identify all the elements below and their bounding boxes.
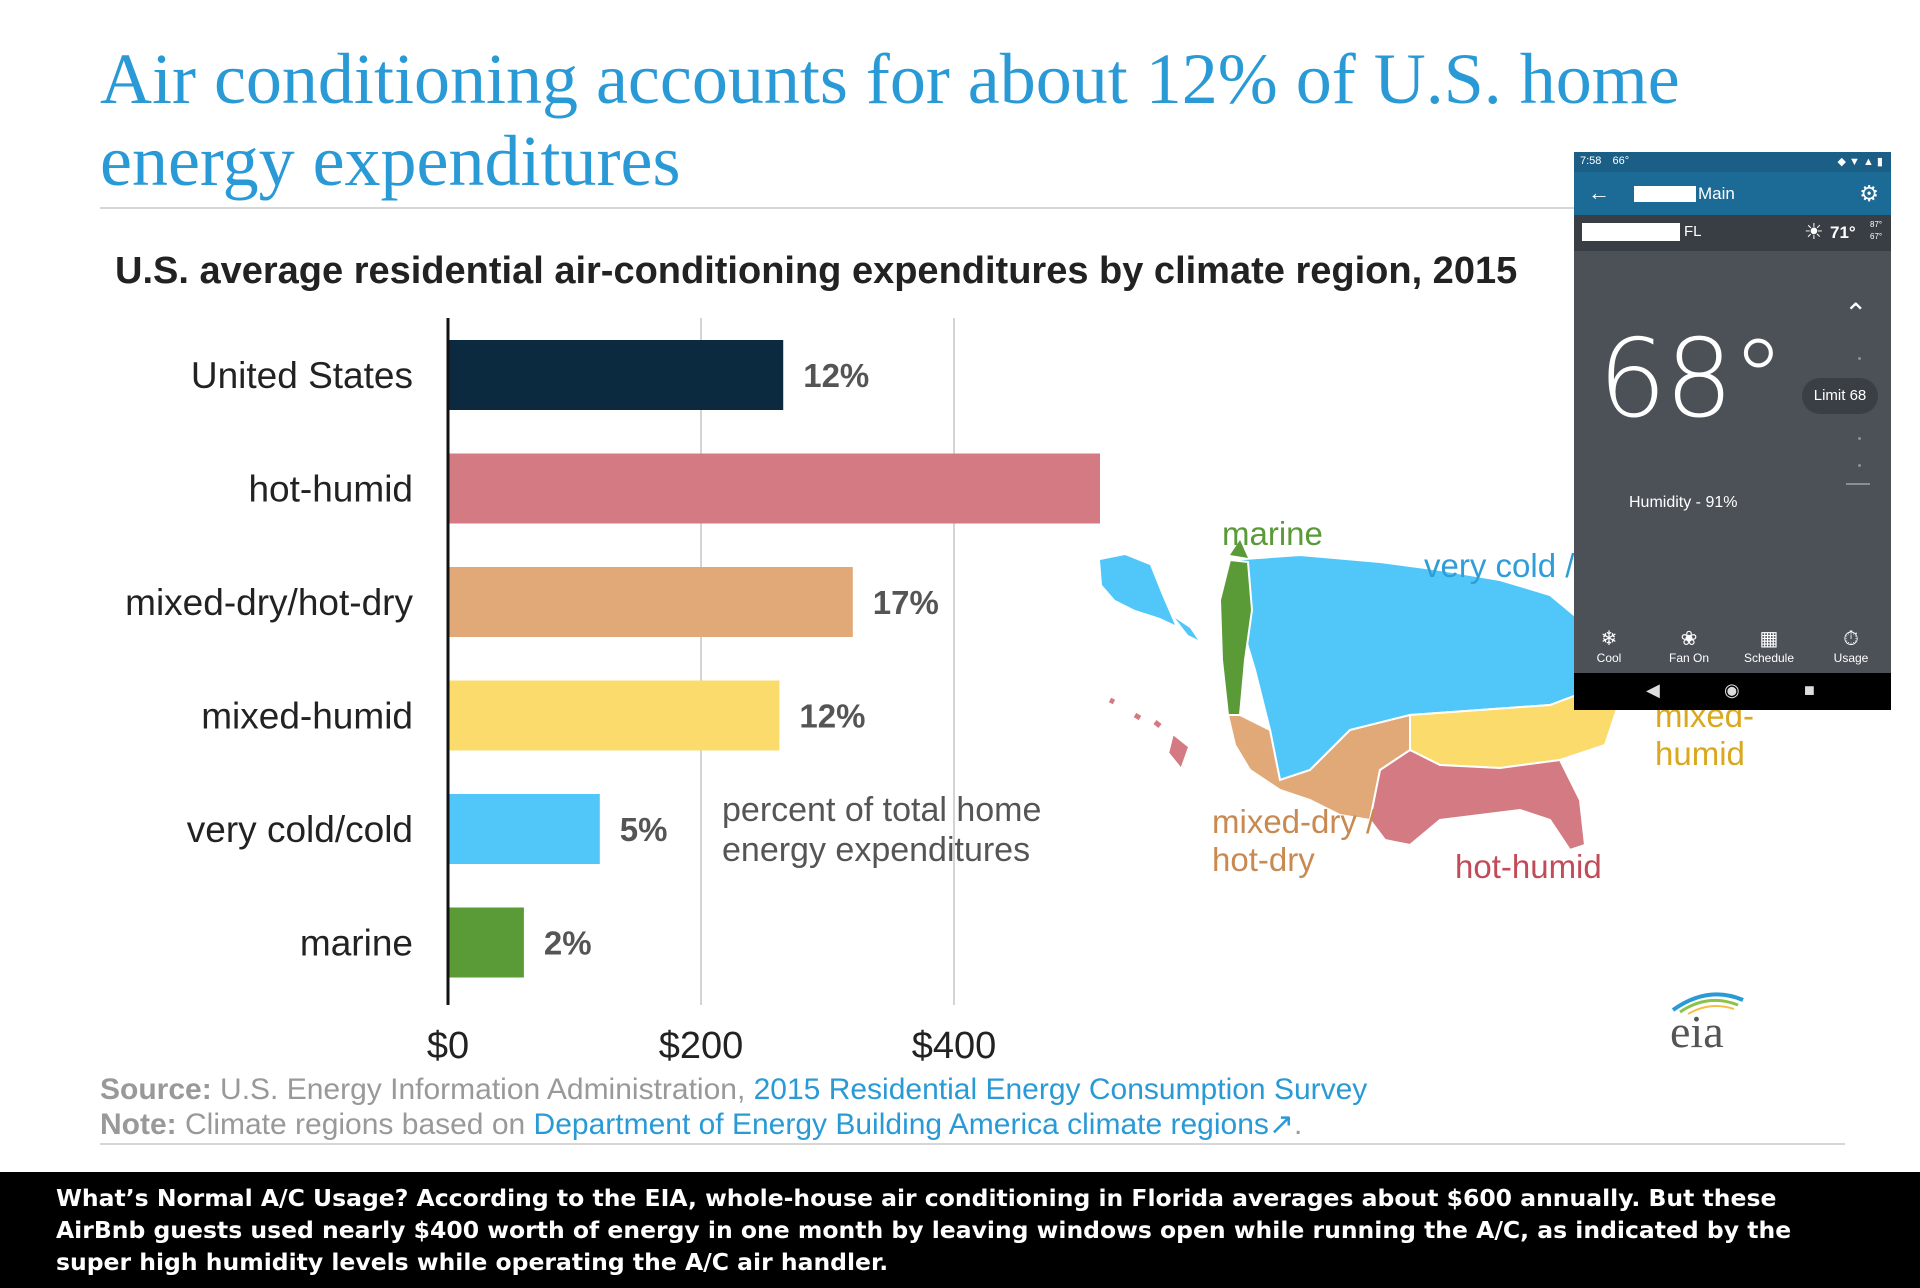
gear-icon[interactable]: ⚙ <box>1859 181 1879 206</box>
outdoor-hi: 87° <box>1870 220 1883 229</box>
climate-region-map <box>1100 540 1622 852</box>
system-recents-icon[interactable]: ■ <box>1804 680 1815 700</box>
x-tick-label: $400 <box>912 1025 997 1067</box>
system-nav-bar: ◀ ◉ ■ <box>1574 673 1891 710</box>
note-link[interactable]: Department of Energy Building America cl… <box>533 1108 1269 1141</box>
outdoor-hi-lo: 87° 67° <box>1870 219 1882 243</box>
nav-cool-label: Cool <box>1596 651 1622 665</box>
note-text: Climate regions based on <box>185 1108 526 1141</box>
divider-bottom <box>100 1143 1845 1145</box>
outdoor-temp: 71° <box>1830 223 1856 242</box>
nav-fan[interactable]: ❀ Fan On <box>1654 627 1724 665</box>
slider-tick <box>1858 464 1861 467</box>
bar-3 <box>448 567 853 637</box>
data-label: 17% <box>873 584 939 621</box>
caption: What’s Normal A/C Usage? According to th… <box>0 1172 1920 1288</box>
slider-marker <box>1846 483 1870 485</box>
status-icons: ◆ ▼ ▲ ▮ <box>1837 156 1883 168</box>
map-label-hot-humid: hot-humid <box>1455 848 1602 885</box>
location-bar: FL ☀ 71° 87° 67° <box>1574 215 1891 251</box>
redacted-name <box>1634 186 1696 202</box>
note-label: Note: <box>100 1108 177 1141</box>
category-label: mixed-humid <box>201 696 413 737</box>
category-label: very cold/cold <box>187 809 413 850</box>
bar-4 <box>448 680 780 751</box>
bottom-nav: ❄ Cool ❀ Fan On ▦ Schedule ⏱ Usage <box>1574 627 1891 673</box>
note-end: . <box>1294 1108 1303 1141</box>
thermostat-app-screenshot: 7:58 66° ◆ ▼ ▲ ▮ ← Main ⚙ FL ☀ 71° 87° 67… <box>1574 152 1891 710</box>
nav-usage[interactable]: ⏱ Usage <box>1816 627 1886 665</box>
bar-1 <box>448 340 784 410</box>
page-title: Air conditioning accounts for about 12% … <box>100 39 1680 201</box>
category-label: hot-humid <box>248 469 413 510</box>
chart-title: U.S. average residential air-conditionin… <box>115 250 1518 292</box>
nav-fan-label: Fan On <box>1668 651 1710 665</box>
nav-schedule[interactable]: ▦ Schedule <box>1734 627 1804 665</box>
timer-icon: ⏱ <box>1843 628 1859 650</box>
marine-marker <box>1230 540 1248 558</box>
chevron-up-icon[interactable]: ⌃ <box>1844 298 1868 329</box>
source-link[interactable]: 2015 Residential Energy Consumption Surv… <box>753 1073 1368 1106</box>
humidity-readout: Humidity - 91% <box>1629 494 1738 511</box>
category-label: United States <box>191 355 413 396</box>
bar-5 <box>448 794 600 864</box>
external-link-icon: ↗ <box>1268 1108 1295 1141</box>
map-label-very-cold: very cold / <box>1424 547 1575 584</box>
location-state: FL <box>1684 223 1702 240</box>
nav-cool[interactable]: ❄ Cool <box>1574 627 1644 665</box>
snowflake-icon: ❄ <box>1600 628 1618 650</box>
status-bar: 7:58 66° ◆ ▼ ▲ ▮ <box>1574 152 1891 172</box>
data-label: 12% <box>799 698 865 735</box>
limit-badge[interactable]: Limit 68 <box>1802 378 1878 414</box>
hawaii-shape <box>1108 697 1188 768</box>
status-temp: 66° <box>1612 155 1630 167</box>
source-note: Source: U.S. Energy Information Administ… <box>100 1072 1367 1142</box>
system-home-icon[interactable]: ◉ <box>1724 680 1740 700</box>
hot-humid-region <box>1368 748 1587 852</box>
status-time: 7:58 <box>1580 155 1602 167</box>
nav-schedule-label: Schedule <box>1743 651 1795 665</box>
redacted-city <box>1582 223 1680 241</box>
map-label-mixed-dry: mixed-dry / hot-dry <box>1212 803 1376 878</box>
calendar-icon: ▦ <box>1759 628 1779 650</box>
bar-2 <box>448 453 1100 524</box>
data-label: 2% <box>544 925 592 962</box>
x-tick-label: $200 <box>659 1025 744 1067</box>
sun-icon: ☀ <box>1804 219 1824 244</box>
category-label: marine <box>300 923 413 964</box>
divider <box>100 207 1580 209</box>
alaska-shape <box>1100 555 1175 625</box>
bar-6 <box>448 907 524 978</box>
bar-chart: United States12%hot-humid27%mixed-dry/ho… <box>125 318 1100 1067</box>
outdoor-lo: 67° <box>1870 232 1883 241</box>
slider-tick <box>1858 437 1861 440</box>
chart-annotation: percent of total home energy expenditure… <box>722 791 1042 869</box>
eia-logo-swoosh <box>1671 992 1744 1015</box>
map-label-marine: marine <box>1222 515 1323 552</box>
nav-usage-label: Usage <box>1833 651 1869 665</box>
app-bar: ← Main ⚙ <box>1574 172 1891 215</box>
data-label: 12% <box>803 357 869 394</box>
slider-tick <box>1858 357 1861 360</box>
marine-region <box>1218 558 1254 716</box>
fan-icon: ❀ <box>1680 628 1698 650</box>
x-tick-label: $0 <box>427 1025 469 1067</box>
thermostat-title: Main <box>1698 184 1735 203</box>
source-label: Source: <box>100 1073 212 1106</box>
setpoint-temp: 68° <box>1598 317 1785 442</box>
category-label: mixed-dry/hot-dry <box>125 582 413 623</box>
source-text: U.S. Energy Information Administration, <box>220 1073 746 1106</box>
alaska-tail <box>1175 618 1198 640</box>
back-arrow-icon[interactable]: ← <box>1588 180 1610 205</box>
eia-logo: eia <box>1670 1006 1724 1057</box>
data-label: 5% <box>620 811 668 848</box>
system-back-icon[interactable]: ◀ <box>1646 680 1660 700</box>
